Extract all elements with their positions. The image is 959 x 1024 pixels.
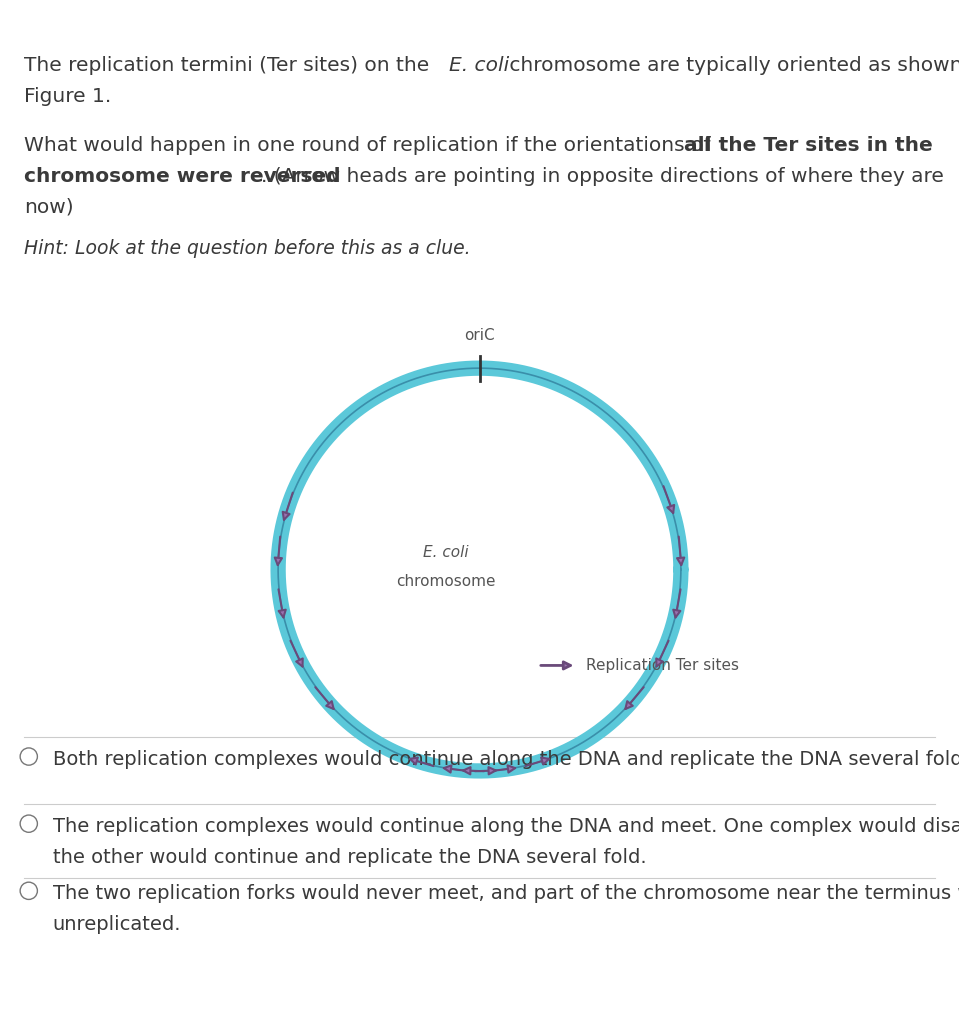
Text: oriC: oriC bbox=[464, 329, 495, 343]
Text: The replication termini (Ter sites) on the: The replication termini (Ter sites) on t… bbox=[24, 56, 435, 76]
Text: Both replication complexes would continue along the DNA and replicate the DNA se: Both replication complexes would continu… bbox=[53, 750, 959, 769]
Text: unreplicated.: unreplicated. bbox=[53, 914, 181, 934]
Text: chromosome are typically oriented as shown below in: chromosome are typically oriented as sho… bbox=[503, 56, 959, 76]
Text: Replication Ter sites: Replication Ter sites bbox=[586, 658, 739, 673]
Text: chromosome were reversed: chromosome were reversed bbox=[24, 167, 340, 185]
Text: . (Arrow heads are pointing in opposite directions of where they are: . (Arrow heads are pointing in opposite … bbox=[261, 167, 944, 185]
Text: What would happen in one round of replication if the orientations of: What would happen in one round of replic… bbox=[24, 136, 716, 155]
Text: now): now) bbox=[24, 198, 74, 216]
Text: Figure 1.: Figure 1. bbox=[24, 87, 111, 106]
Text: E. coli: E. coli bbox=[423, 545, 469, 560]
Text: chromosome: chromosome bbox=[396, 573, 496, 589]
Text: E. coli: E. coli bbox=[449, 56, 509, 76]
Text: The replication complexes would continue along the DNA and meet. One complex wou: The replication complexes would continue… bbox=[53, 817, 959, 836]
Text: all the Ter sites in the: all the Ter sites in the bbox=[684, 136, 932, 155]
Text: the other would continue and replicate the DNA several fold.: the other would continue and replicate t… bbox=[53, 848, 646, 866]
Text: Hint: Look at the question before this as a clue.: Hint: Look at the question before this a… bbox=[24, 239, 471, 258]
Text: The two replication forks would never meet, and part of the chromosome near the : The two replication forks would never me… bbox=[53, 884, 959, 903]
